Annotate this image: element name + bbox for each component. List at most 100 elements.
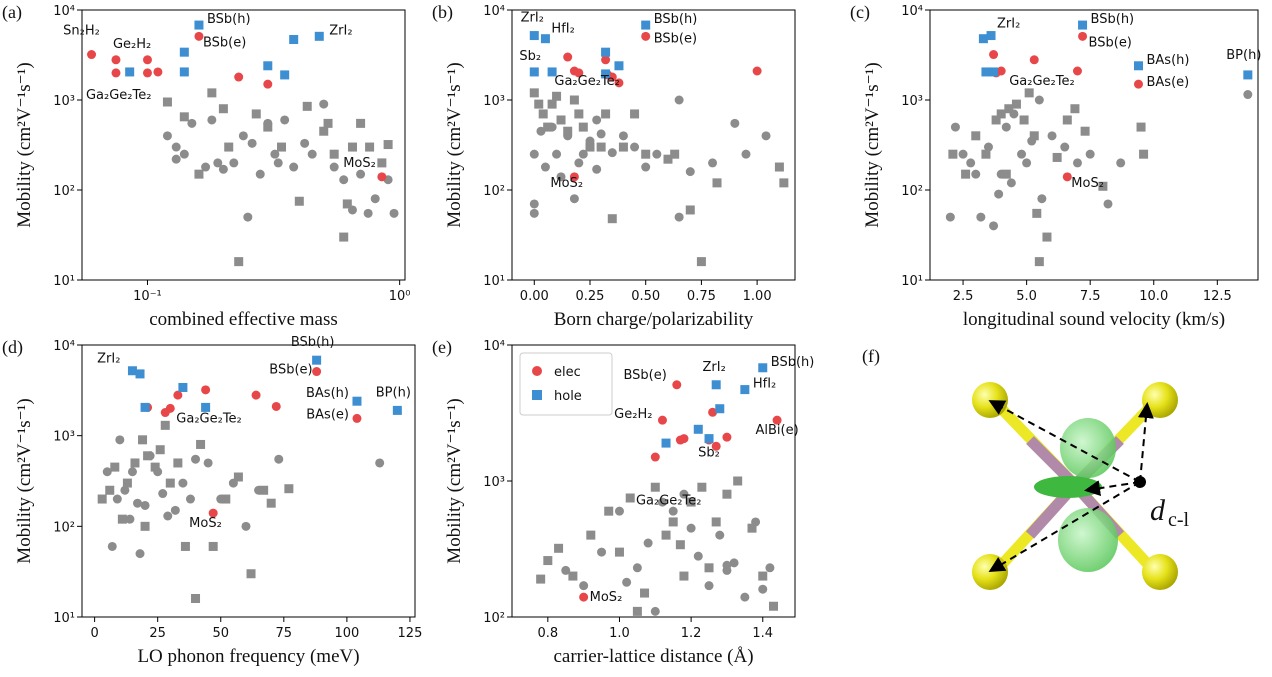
x-axis-label: carrier-lattice distance (Å)	[553, 646, 753, 667]
point	[377, 172, 387, 182]
point-label: Ga₂Ge₂Te₂	[1009, 74, 1074, 89]
point	[540, 162, 550, 172]
point	[529, 88, 539, 98]
point	[686, 497, 696, 507]
x-tick-label: 0.75	[687, 289, 716, 304]
point	[538, 109, 548, 119]
x-tick-label: 1.00	[743, 289, 772, 304]
y-tick-label: 10²	[901, 184, 923, 199]
point	[592, 115, 602, 125]
point	[208, 541, 218, 551]
point	[579, 581, 589, 591]
point	[1047, 131, 1057, 141]
x-axis-label: combined effective mass	[149, 309, 338, 330]
point-label: MoS₂	[189, 516, 222, 531]
x-tick-label: 10⁻¹	[133, 289, 162, 304]
point	[375, 458, 385, 468]
panel-label: (d)	[2, 337, 23, 358]
point	[632, 563, 642, 573]
y-tick-label: 10⁴	[53, 339, 75, 354]
point	[607, 214, 617, 224]
point	[229, 158, 239, 168]
point	[107, 541, 117, 551]
point	[196, 439, 206, 449]
point	[352, 396, 362, 406]
point	[171, 154, 181, 164]
point	[247, 138, 257, 148]
point	[614, 78, 624, 88]
point	[641, 162, 651, 172]
point-label: BSb(h)	[291, 335, 335, 350]
plot-frame	[81, 9, 406, 281]
point	[663, 154, 673, 164]
point-label: BSb(e)	[1089, 35, 1132, 50]
point	[233, 472, 243, 482]
point	[618, 131, 628, 141]
point	[585, 142, 595, 152]
point	[668, 506, 678, 516]
point	[529, 199, 539, 209]
point	[614, 506, 624, 516]
point	[178, 382, 188, 392]
point	[722, 432, 732, 442]
point	[270, 149, 280, 159]
x-tick-label: 100	[334, 626, 359, 641]
point	[622, 577, 632, 587]
distance-arrows	[988, 400, 1154, 573]
point	[1029, 55, 1039, 65]
point	[752, 66, 762, 76]
point	[180, 541, 190, 551]
point	[729, 558, 739, 568]
point	[579, 592, 589, 602]
point	[697, 482, 707, 492]
point	[1136, 122, 1146, 132]
point	[312, 367, 322, 377]
x-tick-label: 0.00	[520, 289, 549, 304]
x-tick-label: 125	[398, 626, 423, 641]
point	[158, 489, 168, 499]
point	[207, 88, 217, 98]
point	[138, 435, 148, 445]
point	[1078, 31, 1088, 41]
x-tick-label: 0.25	[576, 289, 605, 304]
point	[661, 438, 671, 448]
point	[185, 494, 195, 504]
point	[945, 212, 955, 222]
point	[601, 109, 611, 119]
point-label: BSb(h)	[654, 12, 698, 27]
point-label: BAs(h)	[1146, 53, 1189, 68]
point	[650, 606, 660, 616]
point	[679, 571, 689, 581]
point	[347, 142, 357, 152]
carrier-center	[1134, 476, 1146, 488]
panel: 10¹ 10² 10³ 10⁴ 2.5 5.0 7.5 10.0 12.5 longitudina…	[850, 2, 1261, 330]
point	[679, 434, 689, 444]
point	[708, 158, 718, 168]
y-tick-label: 10³	[483, 94, 505, 109]
point	[672, 380, 682, 390]
point	[657, 415, 667, 425]
point	[241, 521, 251, 531]
x-axis-label: Born charge/polarizability	[554, 309, 754, 330]
x-tick-label: 0.50	[631, 289, 660, 304]
point	[238, 131, 248, 141]
x-tick-label: 2.5	[953, 289, 974, 304]
point	[657, 497, 667, 507]
y-tick-label: 10³	[901, 94, 923, 109]
panel-label: (c)	[850, 2, 870, 23]
plot-frame	[511, 9, 796, 281]
point	[263, 61, 273, 71]
y-tick-label: 10²	[483, 611, 505, 626]
point	[779, 178, 789, 188]
point	[597, 547, 607, 557]
point	[171, 142, 181, 152]
point	[568, 571, 578, 581]
point	[966, 158, 976, 168]
point-label: ZrI₂	[329, 23, 352, 38]
point	[686, 523, 696, 533]
point	[569, 95, 579, 105]
point-label: ZrI₂	[997, 17, 1020, 32]
point	[529, 149, 539, 159]
point-label: BSb(h)	[1091, 12, 1135, 27]
